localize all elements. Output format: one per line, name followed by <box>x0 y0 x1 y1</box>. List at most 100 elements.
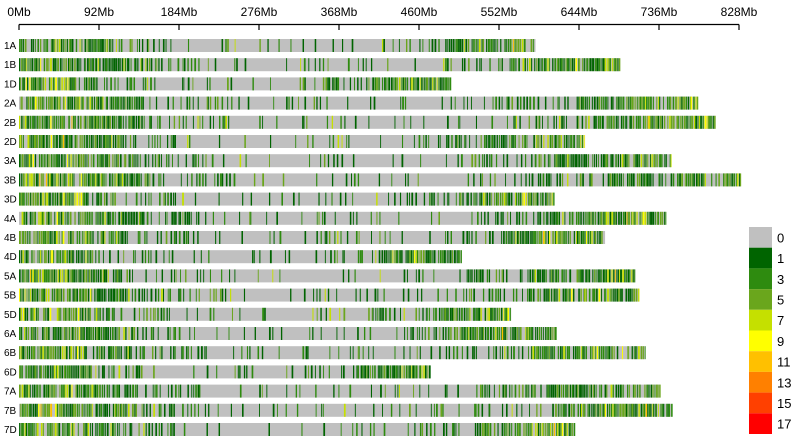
density-stripe <box>135 384 137 398</box>
density-stripe <box>383 39 385 52</box>
density-stripe <box>76 135 78 148</box>
density-stripe <box>157 115 159 129</box>
density-stripe <box>77 307 80 321</box>
density-stripe <box>505 173 507 187</box>
density-stripe <box>21 173 23 187</box>
density-stripe <box>89 327 91 340</box>
density-stripe <box>48 77 51 91</box>
density-stripe <box>542 327 544 340</box>
density-stripe <box>398 211 400 225</box>
density-stripe <box>249 211 251 225</box>
density-stripes <box>19 288 640 302</box>
density-stripe <box>531 346 533 360</box>
density-stripe <box>241 346 243 360</box>
density-stripe <box>635 115 638 129</box>
density-stripe <box>389 365 392 379</box>
density-stripe <box>97 173 99 187</box>
density-stripe <box>662 403 663 417</box>
density-stripe <box>517 423 518 436</box>
density-stripe <box>299 77 301 91</box>
density-stripe <box>47 365 49 379</box>
density-stripe <box>31 365 33 379</box>
density-stripe <box>615 384 618 398</box>
density-stripe <box>152 154 154 168</box>
density-stripe <box>534 154 537 168</box>
density-stripe <box>83 77 86 91</box>
chromosome-label: 7D <box>4 425 17 436</box>
density-stripe <box>509 307 511 321</box>
density-stripe <box>621 269 622 283</box>
density-stripe <box>476 192 478 206</box>
density-stripe <box>108 231 110 244</box>
density-stripe <box>593 346 595 360</box>
density-stripe <box>137 231 139 244</box>
density-stripe <box>513 346 515 360</box>
density-stripe <box>20 346 22 360</box>
density-stripe <box>479 58 481 72</box>
density-stripe <box>124 231 127 244</box>
density-stripe <box>615 288 617 302</box>
density-stripe <box>94 327 96 340</box>
density-stripe <box>32 403 35 417</box>
density-stripe <box>145 423 147 436</box>
density-stripe <box>509 231 511 244</box>
density-stripe <box>630 211 632 225</box>
density-stripe <box>557 423 559 436</box>
density-stripe <box>661 154 663 168</box>
legend-label: 0 <box>777 230 784 245</box>
density-stripe <box>413 250 415 264</box>
density-stripe <box>79 39 81 52</box>
density-stripe <box>86 39 88 52</box>
density-stripe <box>666 96 669 110</box>
density-stripe <box>546 384 548 398</box>
density-stripe <box>186 211 189 225</box>
density-stripe <box>206 365 209 379</box>
density-stripe <box>596 96 599 110</box>
density-stripe <box>43 384 46 398</box>
density-stripe <box>405 77 407 91</box>
density-stripe <box>62 192 64 206</box>
density-stripe <box>466 307 468 321</box>
density-stripe <box>101 192 103 206</box>
density-stripe <box>114 96 117 110</box>
density-stripe <box>450 58 452 72</box>
density-stripe <box>547 154 549 168</box>
density-stripe <box>534 58 536 72</box>
density-stripe <box>575 346 577 360</box>
density-stripe <box>144 250 147 264</box>
density-stripe <box>560 231 562 244</box>
density-stripe <box>447 307 449 321</box>
density-stripe <box>594 231 597 244</box>
density-stripe <box>605 269 607 283</box>
density-stripe <box>670 115 673 129</box>
density-stripe <box>511 58 513 72</box>
density-stripe <box>47 231 49 244</box>
density-stripe <box>598 288 601 302</box>
density-stripe <box>478 307 481 321</box>
density-stripe <box>438 307 441 321</box>
density-stripe <box>242 192 244 206</box>
density-stripe <box>680 115 682 129</box>
density-stripe <box>173 192 174 206</box>
density-stripe <box>473 288 475 302</box>
density-stripe <box>173 346 175 360</box>
density-stripe <box>454 96 456 110</box>
density-stripe <box>75 96 77 110</box>
density-stripe <box>326 96 328 110</box>
density-stripe <box>214 173 216 187</box>
density-stripe <box>458 403 460 417</box>
density-stripe <box>243 327 245 340</box>
density-stripe <box>423 365 425 379</box>
density-stripe <box>594 154 595 168</box>
density-stripe <box>524 231 526 244</box>
density-stripe <box>83 250 85 264</box>
density-stripe <box>19 307 21 321</box>
density-stripe <box>58 288 60 302</box>
density-stripe <box>57 346 59 360</box>
density-stripe <box>669 115 671 129</box>
density-stripe <box>56 365 57 379</box>
density-stripe <box>573 384 575 398</box>
density-stripe <box>603 211 605 225</box>
density-stripe <box>533 192 535 206</box>
density-stripe <box>184 211 187 225</box>
